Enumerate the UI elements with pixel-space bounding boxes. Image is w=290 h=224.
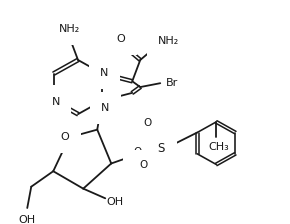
Text: O: O <box>61 132 70 142</box>
Text: S: S <box>157 142 165 155</box>
Text: N: N <box>52 97 60 107</box>
Text: N: N <box>101 103 109 113</box>
Text: O: O <box>139 160 147 170</box>
Text: Br: Br <box>166 78 178 88</box>
Text: NH₂: NH₂ <box>59 24 81 34</box>
Text: OH: OH <box>107 197 124 207</box>
Text: OH: OH <box>19 215 36 224</box>
Text: O: O <box>143 118 151 128</box>
Text: N: N <box>100 68 108 78</box>
Text: O: O <box>117 34 126 44</box>
Text: O: O <box>133 147 141 157</box>
Text: CH₃: CH₃ <box>209 142 230 152</box>
Text: NH₂: NH₂ <box>158 36 179 46</box>
